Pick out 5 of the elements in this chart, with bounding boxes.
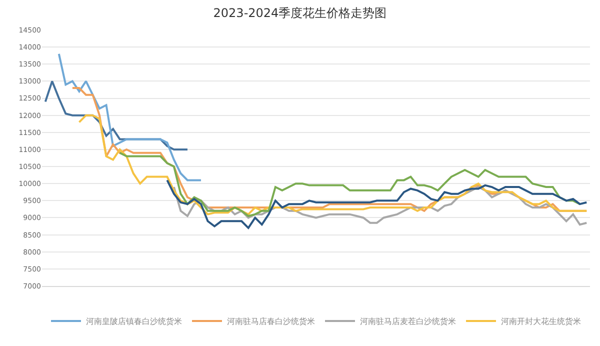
chart-title: 2023-2024季度花生价格走势图 (213, 6, 387, 20)
legend-label: 河南开封大花生统货米 (501, 317, 581, 326)
legend-label: 河南驻马店麦茬白沙统货米 (360, 317, 456, 326)
legend-label: 河南驻马店春白沙统货米 (227, 317, 315, 326)
legend-label: 河南皇陂店镇春白沙统货米 (86, 317, 182, 326)
